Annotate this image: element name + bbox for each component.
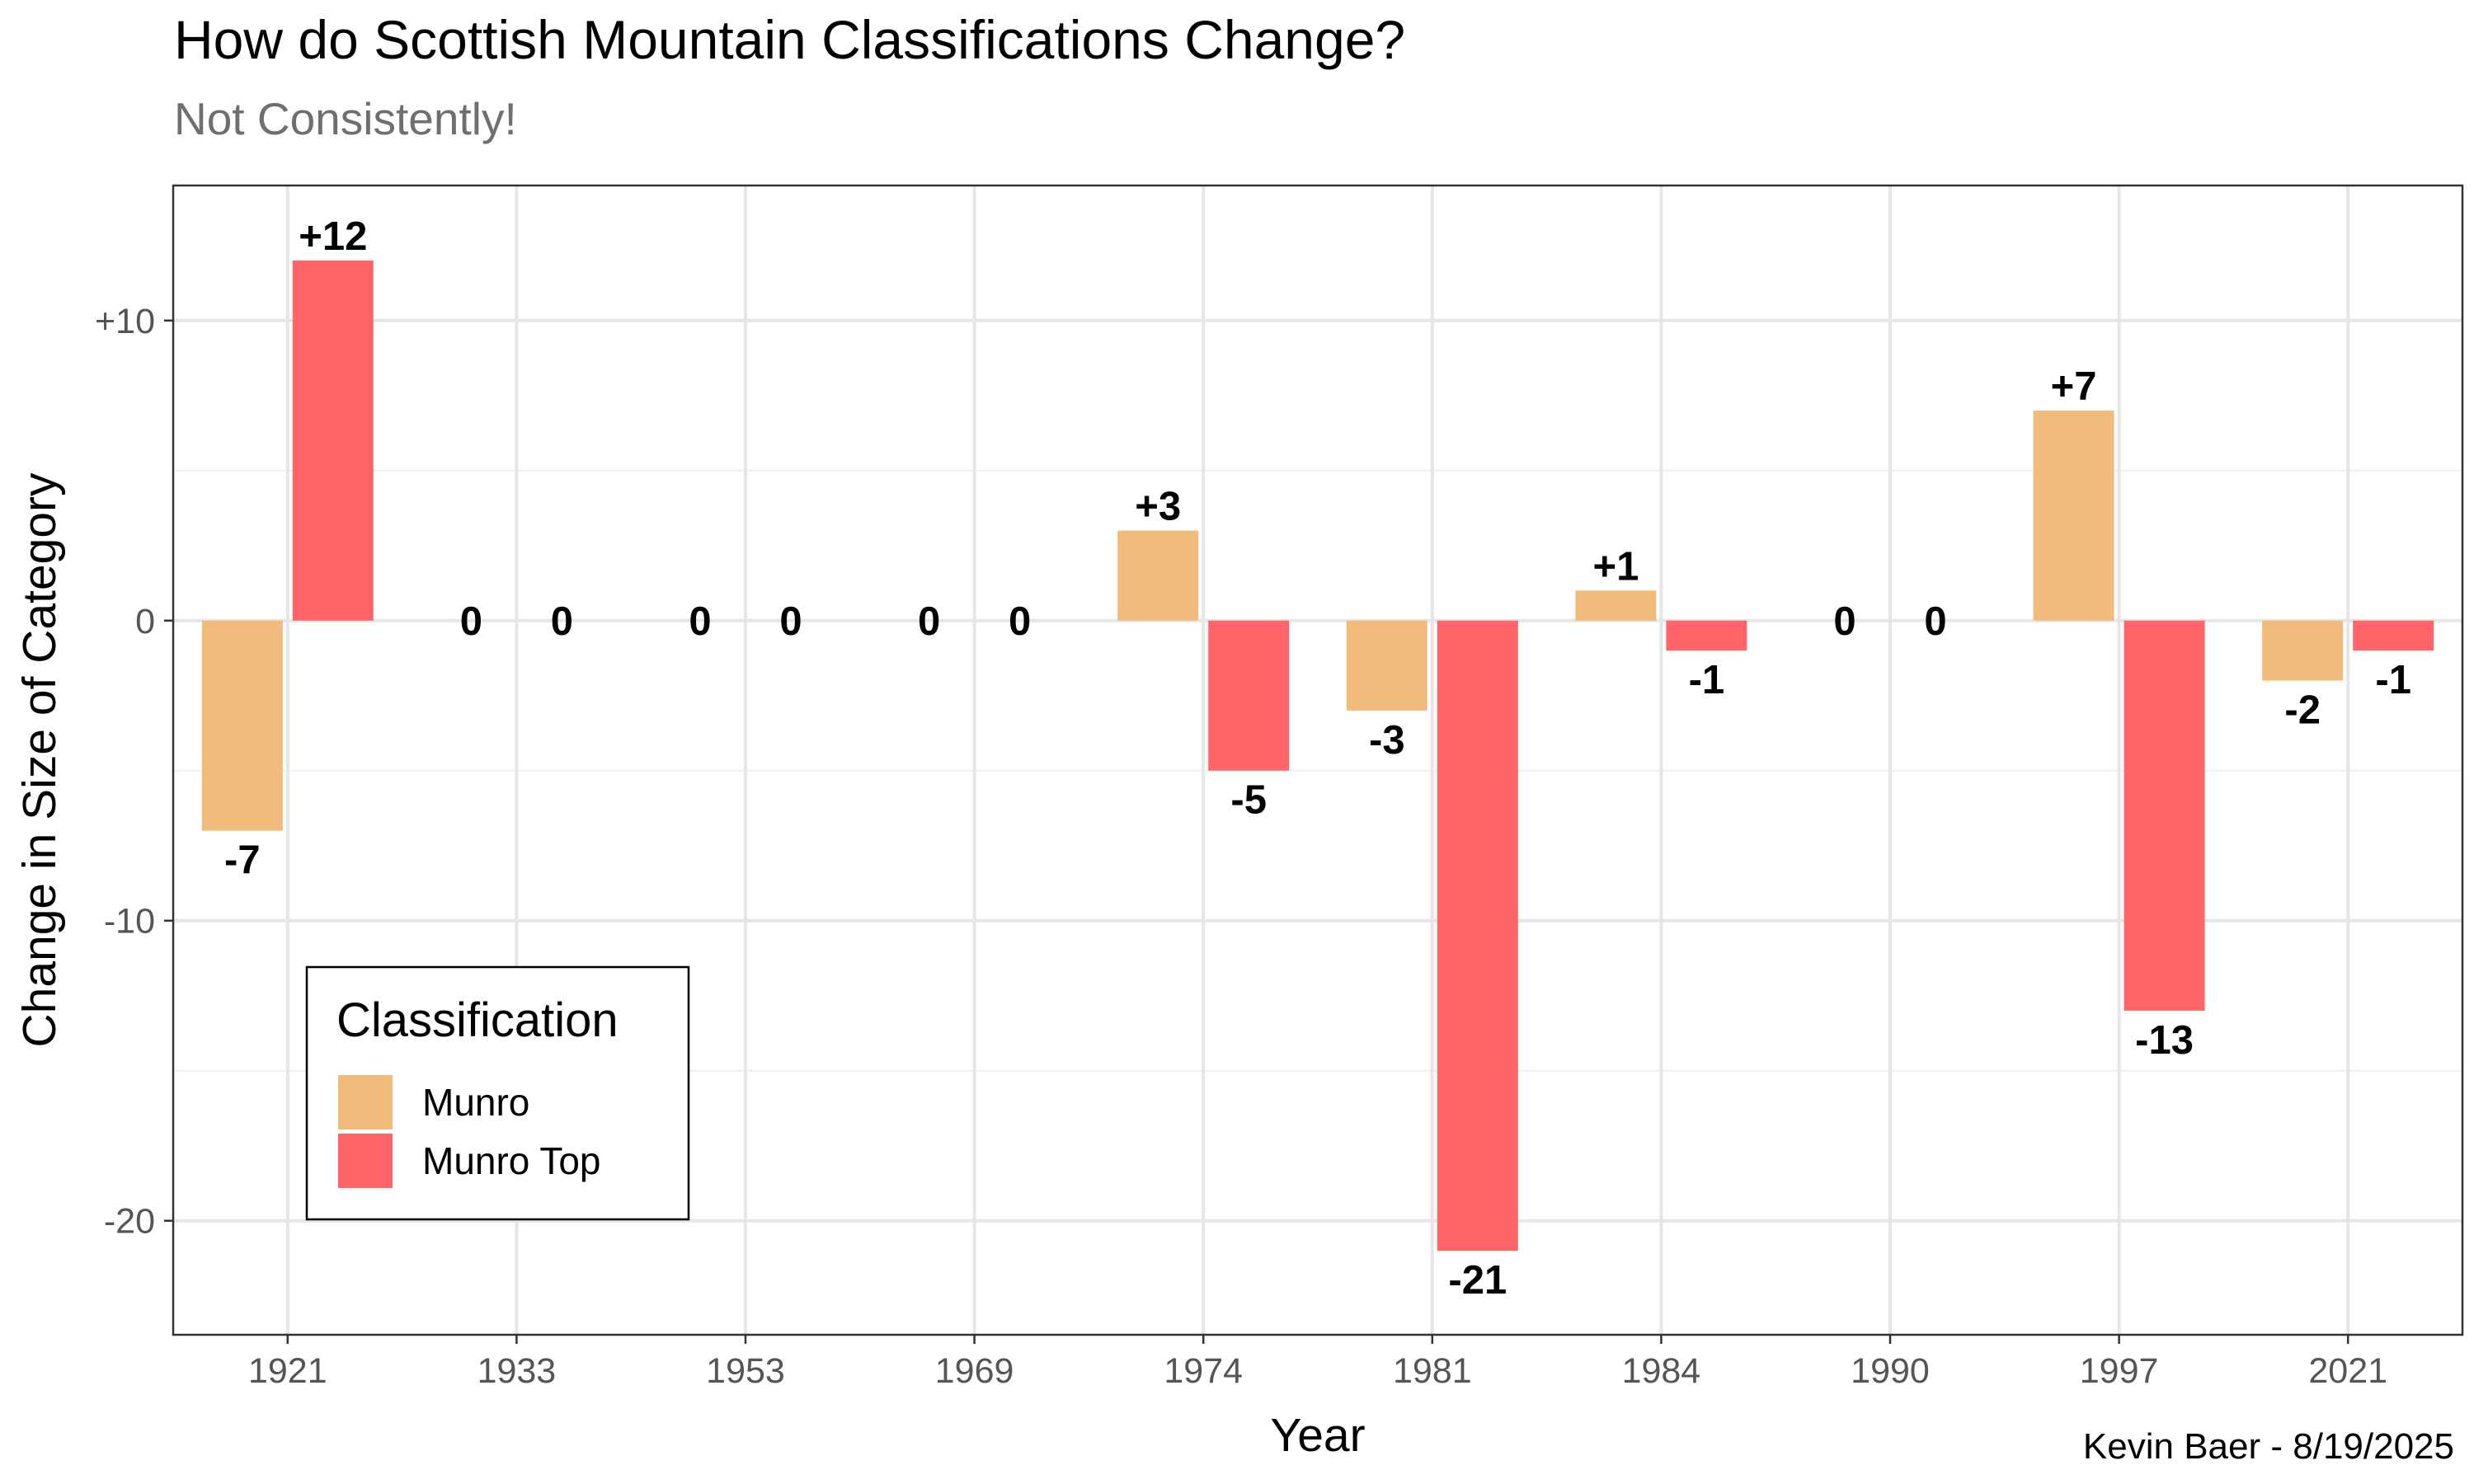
data-label-munro-top: +12 (299, 214, 367, 259)
data-label-munro: 0 (689, 599, 711, 644)
y-tick-label: -10 (104, 902, 155, 942)
data-label-munro-top: -1 (2375, 658, 2411, 702)
chart-caption: Kevin Baer - 8/19/2025 (2082, 1426, 2454, 1467)
bar-munro-top (1437, 620, 1518, 1252)
x-tick-label: 1984 (1622, 1351, 1701, 1391)
chart-title: How do Scottish Mountain Classifications… (174, 9, 1406, 70)
data-label-munro-top: -5 (1230, 778, 1267, 823)
panel-border (172, 184, 2464, 1336)
data-label-munro-top: 0 (551, 599, 573, 644)
x-tick-label: 1969 (935, 1351, 1014, 1391)
legend-swatch-munro (338, 1075, 393, 1129)
data-label-munro: 0 (918, 599, 940, 644)
legend-title: Classification (336, 993, 618, 1047)
y-axis-title: Change in Size of Category (13, 472, 66, 1048)
data-label-munro-top: -21 (1448, 1258, 1507, 1303)
x-tick-label: 1921 (248, 1351, 327, 1391)
data-label-munro: 0 (1833, 599, 1856, 644)
data-label-munro-top: 0 (779, 599, 802, 644)
x-axis-title: Year (1270, 1409, 1365, 1462)
x-tick-label: 1997 (2080, 1351, 2159, 1391)
y-tick-label: 0 (135, 602, 155, 641)
y-tick-label: -20 (104, 1202, 155, 1242)
x-tick-label: 1981 (1393, 1351, 1472, 1391)
x-axis: 1921 1933 1953 1969 1974 1981 1984 1990 1997 2021 (248, 1335, 2387, 1391)
x-tick-label: 1933 (477, 1351, 557, 1391)
legend: Classification Munro Munro Top (305, 965, 690, 1221)
data-label-munro-top: -13 (2135, 1018, 2194, 1063)
bar-munro-top (1208, 620, 1290, 771)
data-label-munro: -7 (224, 838, 261, 883)
bar-munro (2262, 620, 2344, 681)
data-label-munro: +3 (1135, 485, 1181, 529)
bar-munro (1346, 620, 1427, 711)
data-label-munro-top: 0 (1924, 599, 1946, 644)
chart-subtitle: Not Consistently! (174, 93, 517, 144)
data-label-munro: +7 (2051, 364, 2097, 409)
bar-munro (201, 620, 283, 831)
grid-layer (173, 186, 2462, 1335)
bar-munro-top (2124, 620, 2205, 1011)
legend-label-munro: Munro (422, 1081, 529, 1124)
legend-label-munro-top: Munro Top (422, 1139, 601, 1182)
bar-munro (2033, 410, 2114, 621)
y-tick-label: +10 (95, 302, 155, 341)
x-tick-label: 1974 (1164, 1351, 1243, 1391)
data-label-munro: -3 (1369, 718, 1405, 763)
data-label-munro: +1 (1592, 544, 1639, 589)
bar-munro-top (2353, 620, 2434, 651)
labels-layer: -7 0 0 0 +3 -3 +1 0 +7 -2 +12 0 0 0 -5 -21 -1 0 -13 -1 (224, 214, 2411, 1303)
bar-munro (1575, 590, 1657, 621)
bars-layer (201, 260, 2434, 1252)
data-label-munro: -2 (2284, 688, 2321, 733)
bar-munro-top (292, 260, 374, 621)
data-label-munro: 0 (460, 599, 482, 644)
data-label-munro-top: 0 (1009, 599, 1031, 644)
data-label-munro-top: -1 (1689, 658, 1725, 702)
bar-munro-top (1666, 620, 1747, 651)
x-tick-label: 1990 (1851, 1351, 1930, 1391)
x-tick-label: 2021 (2308, 1351, 2387, 1391)
legend-swatch-munro-top (338, 1134, 393, 1188)
y-axis: +10 0 -10 -20 (95, 302, 173, 1242)
x-tick-label: 1953 (706, 1351, 785, 1391)
bar-munro (1117, 530, 1199, 621)
